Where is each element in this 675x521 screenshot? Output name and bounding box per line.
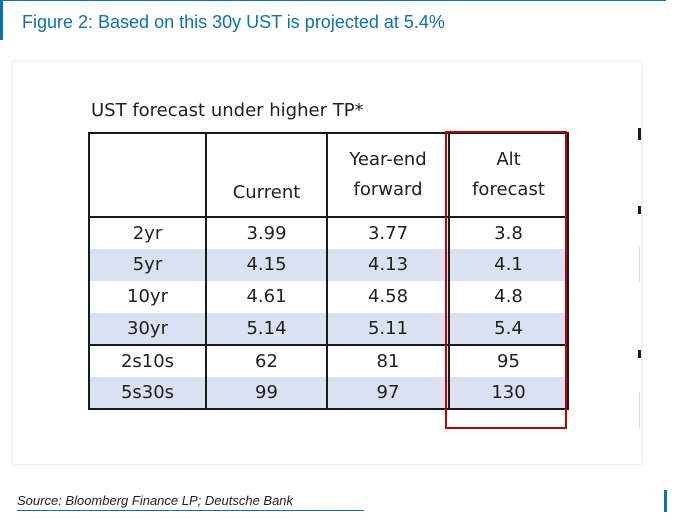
- header-current: Current: [205, 132, 328, 218]
- row-label: 2s10s: [88, 344, 207, 377]
- row-label: 5s30s: [88, 377, 207, 410]
- cell-alt: 5.4: [448, 313, 569, 346]
- table-row: 5yr 4.15 4.13 4.1: [88, 249, 569, 281]
- table-row: 10yr 4.61 4.58 4.8: [88, 281, 569, 313]
- row-label: 5yr: [88, 249, 207, 281]
- row-label: 2yr: [88, 217, 207, 249]
- cell-current: 62: [205, 344, 328, 377]
- panel-edge-mark: [638, 128, 641, 140]
- header-year-end-forward: Year-end forward: [326, 132, 450, 218]
- footer-accent-bar: [664, 490, 667, 512]
- panel-edge-mark: [638, 350, 641, 358]
- table-row: 2s10s 62 81 95: [88, 344, 569, 377]
- cell-alt: 4.8: [448, 281, 569, 313]
- cell-alt: 95: [448, 344, 569, 377]
- cell-current: 4.15: [205, 249, 328, 281]
- panel-edge-line: [639, 392, 640, 428]
- table-header-row: Current Year-end forward Alt forecast: [88, 132, 569, 218]
- cell-forward: 81: [326, 344, 450, 377]
- table-row: 2yr 3.99 3.77 3.8: [88, 217, 569, 249]
- cell-current: 5.14: [205, 313, 328, 346]
- header-alt: Alt: [496, 149, 521, 170]
- cell-forward: 5.11: [326, 313, 450, 346]
- cell-current: 4.61: [205, 281, 328, 313]
- panel-edge-line: [639, 247, 640, 283]
- cell-forward: 3.77: [326, 217, 450, 249]
- header-blank: [88, 132, 207, 218]
- row-label: 30yr: [88, 313, 207, 346]
- cell-alt: 130: [448, 377, 569, 410]
- cell-alt: 3.8: [448, 217, 569, 249]
- cell-forward: 4.58: [326, 281, 450, 313]
- table-row: 30yr 5.14 5.11 5.4: [88, 313, 569, 346]
- header-forecast: forecast: [472, 179, 545, 200]
- source-note: Source: Bloomberg Finance LP; Deutsche B…: [17, 493, 294, 508]
- header-alt-forecast: Alt forecast: [448, 132, 569, 218]
- table-caption: UST forecast under higher TP*: [91, 100, 364, 121]
- cell-current: 99: [205, 377, 328, 410]
- source-divider: [17, 510, 364, 511]
- ust-forecast-table: Current Year-end forward Alt forecast 2y…: [88, 132, 569, 410]
- cell-forward: 97: [326, 377, 450, 410]
- table-row: 5s30s 99 97 130: [88, 377, 569, 410]
- header-forward: forward: [353, 179, 423, 200]
- header-year-end: Year-end: [349, 149, 427, 170]
- panel-edge-mark: [638, 206, 641, 214]
- cell-current: 3.99: [205, 217, 328, 249]
- row-label: 10yr: [88, 281, 207, 313]
- figure-title: Figure 2: Based on this 30y UST is proje…: [22, 12, 445, 32]
- figure-header: Figure 2: Based on this 30y UST is proje…: [0, 0, 666, 40]
- cell-alt: 4.1: [448, 249, 569, 281]
- cell-forward: 4.13: [326, 249, 450, 281]
